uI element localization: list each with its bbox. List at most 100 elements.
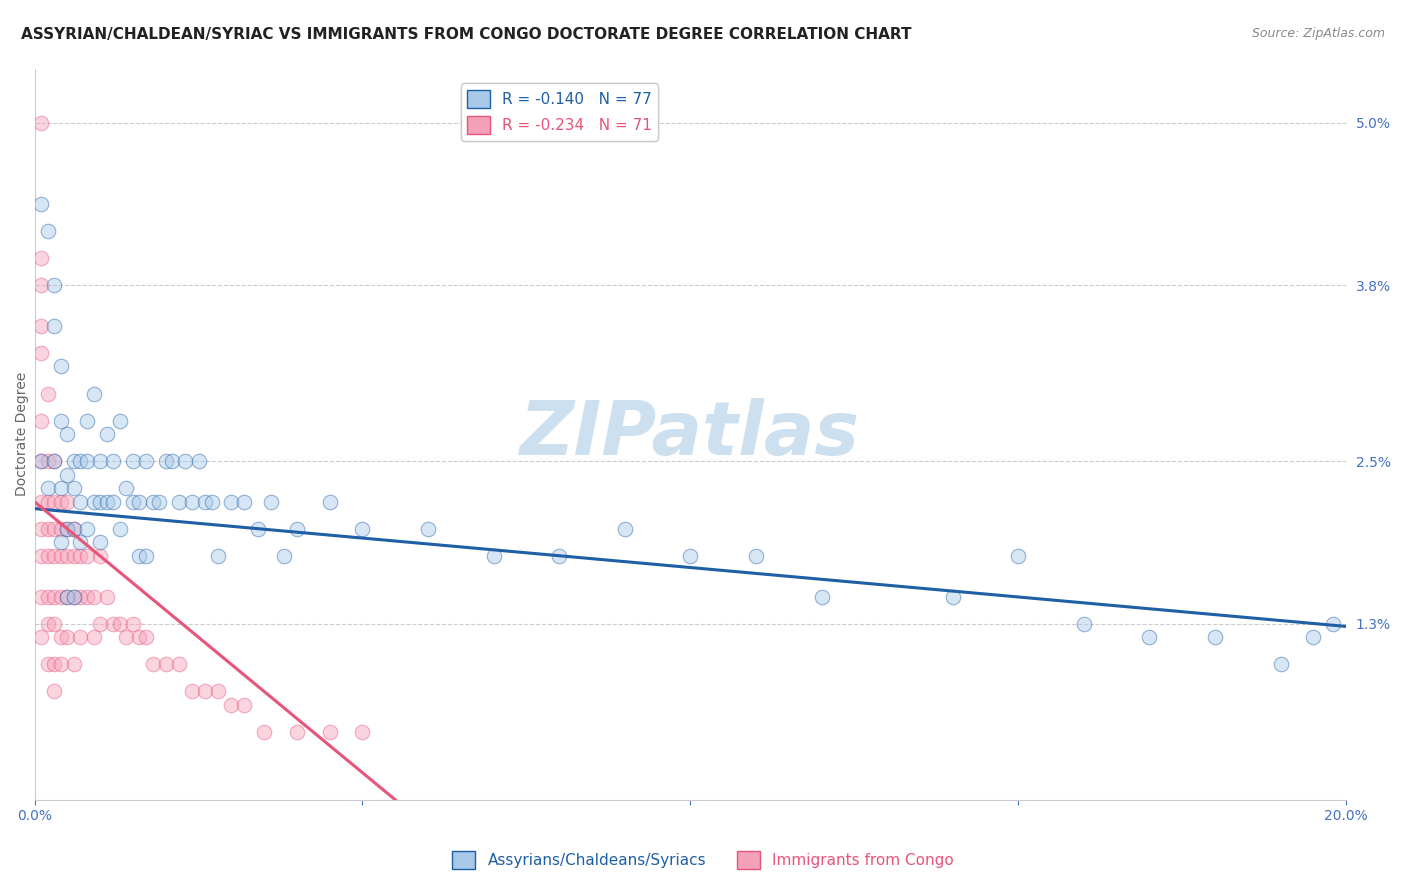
Point: [201, 495, 224, 509]
Point: [63, 522, 86, 536]
Point: [44, 657, 66, 672]
Point: [1270, 657, 1292, 672]
Point: [44, 278, 66, 293]
Point: [37, 386, 59, 401]
Point: [37, 590, 59, 604]
Point: [63, 590, 86, 604]
Point: [83, 630, 105, 644]
Point: [63, 549, 86, 563]
Point: [416, 522, 439, 536]
Point: [1302, 630, 1324, 644]
Point: [613, 522, 636, 536]
Y-axis label: Doctorate Degree: Doctorate Degree: [15, 372, 30, 496]
Point: [56, 522, 79, 536]
Point: [194, 684, 217, 698]
Point: [30, 495, 52, 509]
Point: [167, 495, 190, 509]
Point: [285, 725, 308, 739]
Point: [63, 522, 86, 536]
Point: [122, 616, 145, 631]
Point: [942, 590, 965, 604]
Text: Source: ZipAtlas.com: Source: ZipAtlas.com: [1251, 27, 1385, 40]
Point: [37, 616, 59, 631]
Point: [44, 522, 66, 536]
Point: [482, 549, 505, 563]
Point: [49, 535, 72, 549]
Point: [49, 657, 72, 672]
Point: [49, 414, 72, 428]
Point: [103, 616, 125, 631]
Point: [56, 427, 79, 442]
Point: [56, 630, 79, 644]
Point: [108, 414, 131, 428]
Point: [30, 454, 52, 468]
Point: [162, 454, 184, 468]
Point: [318, 725, 340, 739]
Point: [63, 454, 86, 468]
Point: [69, 535, 91, 549]
Point: [37, 549, 59, 563]
Point: [76, 522, 98, 536]
Point: [76, 549, 98, 563]
Point: [1322, 616, 1344, 631]
Point: [30, 549, 52, 563]
Point: [89, 535, 111, 549]
Point: [115, 630, 138, 644]
Point: [30, 318, 52, 333]
Point: [30, 197, 52, 211]
Point: [56, 467, 79, 482]
Point: [49, 590, 72, 604]
Point: [49, 495, 72, 509]
Point: [142, 657, 165, 672]
Point: [352, 725, 374, 739]
Point: [253, 725, 276, 739]
Point: [30, 522, 52, 536]
Point: [259, 495, 281, 509]
Point: [135, 630, 157, 644]
Point: [63, 590, 86, 604]
Point: [285, 522, 308, 536]
Point: [30, 251, 52, 265]
Point: [69, 590, 91, 604]
Point: [63, 657, 86, 672]
Point: [187, 454, 209, 468]
Point: [63, 481, 86, 495]
Point: [128, 549, 150, 563]
Point: [30, 454, 52, 468]
Point: [37, 657, 59, 672]
Legend: R = -0.140   N = 77, R = -0.234   N = 71: R = -0.140 N = 77, R = -0.234 N = 71: [461, 84, 658, 141]
Point: [69, 630, 91, 644]
Point: [44, 454, 66, 468]
Point: [221, 495, 243, 509]
Point: [83, 590, 105, 604]
Point: [37, 522, 59, 536]
Point: [155, 454, 177, 468]
Point: [76, 590, 98, 604]
Point: [76, 454, 98, 468]
Point: [108, 522, 131, 536]
Point: [122, 495, 145, 509]
Point: [30, 278, 52, 293]
Point: [37, 495, 59, 509]
Point: [221, 698, 243, 712]
Point: [194, 495, 217, 509]
Point: [135, 454, 157, 468]
Point: [96, 590, 118, 604]
Point: [108, 616, 131, 631]
Point: [745, 549, 768, 563]
Point: [37, 481, 59, 495]
Point: [69, 454, 91, 468]
Point: [89, 616, 111, 631]
Point: [135, 549, 157, 563]
Point: [233, 495, 256, 509]
Point: [174, 454, 197, 468]
Point: [37, 224, 59, 238]
Point: [30, 414, 52, 428]
Point: [89, 495, 111, 509]
Text: ASSYRIAN/CHALDEAN/SYRIAC VS IMMIGRANTS FROM CONGO DOCTORATE DEGREE CORRELATION C: ASSYRIAN/CHALDEAN/SYRIAC VS IMMIGRANTS F…: [21, 27, 911, 42]
Point: [181, 495, 204, 509]
Point: [273, 549, 295, 563]
Point: [76, 414, 98, 428]
Point: [148, 495, 170, 509]
Text: ZIPatlas: ZIPatlas: [520, 398, 860, 471]
